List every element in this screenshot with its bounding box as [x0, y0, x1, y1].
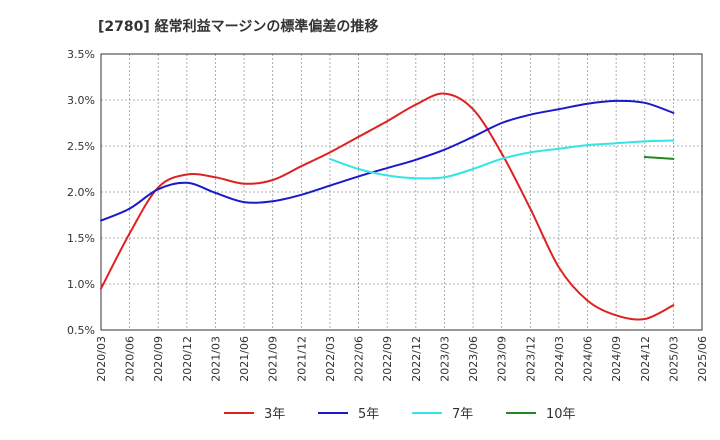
x-tick-label: 2024/03 [553, 336, 566, 382]
series-line-2 [329, 139, 675, 180]
legend-label: 5年 [358, 407, 379, 422]
x-tick-label: 2022/06 [353, 336, 366, 382]
x-tick-label: 2020/09 [152, 336, 165, 382]
y-tick-label: 1.5% [67, 232, 95, 245]
chart-title: [2780] 経常利益マージンの標準偏差の推移 [98, 18, 378, 35]
y-tick-label: 3.5% [67, 48, 95, 61]
x-tick-label: 2023/03 [438, 336, 451, 382]
x-tick-label: 2023/12 [524, 336, 537, 382]
x-tick-label: 2024/12 [639, 336, 652, 382]
x-tick-label: 2022/03 [324, 336, 337, 382]
x-tick-label: 2023/06 [467, 336, 480, 382]
y-tick-label: 1.0% [67, 278, 95, 291]
legend-label: 3年 [264, 407, 285, 422]
x-tick-label: 2021/06 [238, 336, 251, 382]
x-tick-label: 2020/06 [124, 336, 137, 382]
x-tick-label: 2020/03 [95, 336, 108, 382]
series-line-3 [643, 156, 675, 160]
x-tick-label: 2025/06 [696, 336, 709, 382]
y-tick-label: 2.0% [67, 186, 95, 199]
x-tick-label: 2022/12 [410, 336, 423, 382]
x-tick-label: 2025/03 [667, 336, 680, 382]
series-line-0 [100, 92, 675, 321]
y-tick-label: 3.0% [67, 94, 95, 107]
x-tick-label: 2021/12 [295, 336, 308, 382]
chart-grid [101, 54, 702, 330]
x-tick-label: 2023/09 [496, 336, 509, 382]
y-tick-label: 2.5% [67, 140, 95, 153]
x-tick-label: 2021/09 [267, 336, 280, 382]
y-tick-label: 0.5% [67, 324, 95, 337]
x-tick-label: 2020/12 [181, 336, 194, 382]
x-axis: 2020/03 2020/06 2020/09 2020/12 2021/03 2021/… [95, 336, 709, 382]
x-tick-label: 2022/09 [381, 336, 394, 382]
x-tick-label: 2024/06 [582, 336, 595, 382]
legend: 3年 5年 7年 10年 [224, 407, 576, 422]
legend-label: 7年 [452, 407, 473, 422]
plot-area-border [100, 53, 703, 331]
y-axis: 3.5% 3.0% 2.5% 2.0% 1.5% 1.0% 0.5% [67, 48, 95, 337]
x-tick-label: 2024/09 [610, 336, 623, 382]
x-tick-label: 2021/03 [209, 336, 222, 382]
legend-label: 10年 [546, 407, 576, 422]
series-line-1 [100, 99, 675, 222]
chart-series [100, 92, 675, 321]
